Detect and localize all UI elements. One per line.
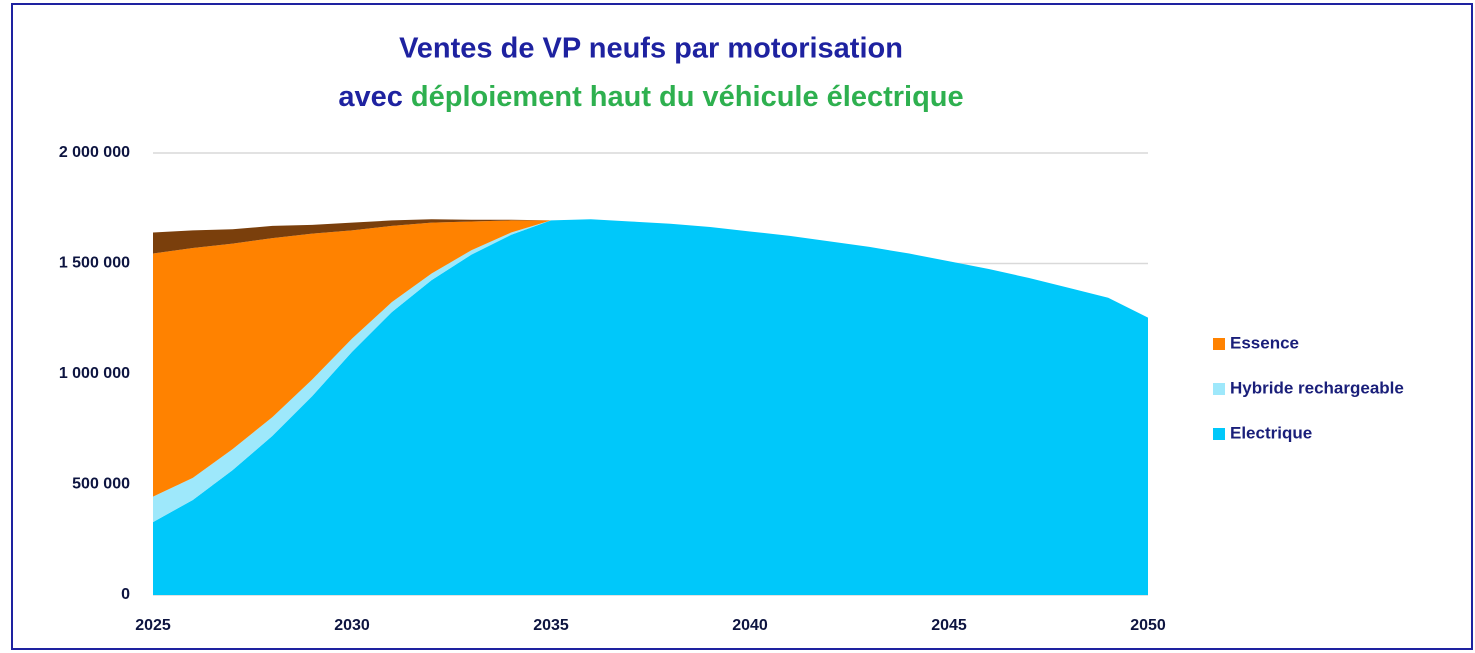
x-tick-label: 2025: [135, 617, 171, 634]
x-tick-label: 2035: [533, 617, 569, 634]
x-tick-label: 2030: [334, 617, 370, 634]
legend-label: Hybride rechargeable: [1230, 378, 1404, 397]
area: [153, 219, 1148, 318]
y-tick-label: 2 000 000: [59, 144, 130, 161]
chart-title: Ventes de VP neufs par motorisation: [399, 33, 903, 65]
area: [153, 219, 1148, 596]
y-tick-label: 0: [121, 586, 130, 603]
legend-label: Electrique: [1230, 423, 1312, 442]
area: [153, 219, 1148, 523]
y-tick-label: 1 000 000: [59, 365, 130, 382]
legend-label: Essence: [1230, 333, 1299, 352]
x-tick-label: 2045: [931, 617, 967, 634]
subtitle-part: déploiement haut du véhicule électrique: [411, 81, 964, 113]
y-tick-label: 1 500 000: [59, 255, 130, 272]
area: [153, 219, 1148, 497]
y-tick-label: 500 000: [72, 476, 130, 493]
legend-swatch: [1213, 338, 1225, 350]
x-tick-label: 2040: [732, 617, 768, 634]
legend-swatch: [1213, 383, 1225, 395]
x-tick-label: 2050: [1130, 617, 1166, 634]
chart-subtitle: avec déploiement haut du véhicule électr…: [338, 81, 963, 113]
legend-swatch: [1213, 428, 1225, 440]
subtitle-part: avec: [338, 81, 403, 113]
